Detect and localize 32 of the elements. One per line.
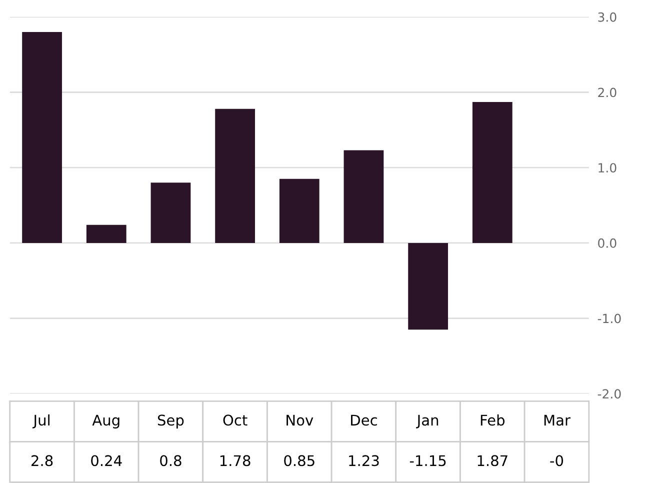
bar (279, 178, 320, 243)
x-tick-label: Feb (480, 414, 505, 426)
data-label: 1.87 (478, 455, 508, 466)
bar (472, 102, 512, 243)
data-label: 0.85 (284, 455, 314, 466)
y-tick-label: 1.0 (598, 163, 616, 173)
data-label: -0 (550, 455, 564, 466)
bar (86, 224, 126, 243)
x-tick-label: Jul (32, 414, 50, 428)
x-tick-label: Jan (416, 414, 438, 428)
x-tick-label: Aug (92, 414, 120, 428)
y-tick-label: 0.0 (598, 238, 616, 248)
x-tick-label: Dec (351, 414, 377, 426)
bar (215, 108, 255, 243)
data-label: 0.8 (160, 455, 182, 466)
bar (408, 242, 448, 330)
x-tick-label: Oct (223, 414, 248, 426)
bar (344, 150, 384, 243)
data-label: -1.15 (410, 455, 446, 466)
x-tick-label: Sep (158, 414, 184, 428)
bar (22, 32, 62, 243)
data-label: 1.23 (349, 455, 379, 466)
y-tick-label: 2.0 (598, 88, 616, 98)
y-tick-label: 3.0 (598, 12, 616, 22)
data-label: 2.8 (32, 455, 53, 466)
y-tick-label: -2.0 (598, 389, 621, 399)
x-tick-label: Mar (544, 414, 570, 426)
data-label: 1.78 (220, 455, 250, 466)
y-tick-label: -1.0 (598, 314, 621, 324)
data-label: 0.24 (91, 455, 122, 466)
x-tick-label: Nov (286, 414, 314, 426)
bar (150, 182, 191, 243)
